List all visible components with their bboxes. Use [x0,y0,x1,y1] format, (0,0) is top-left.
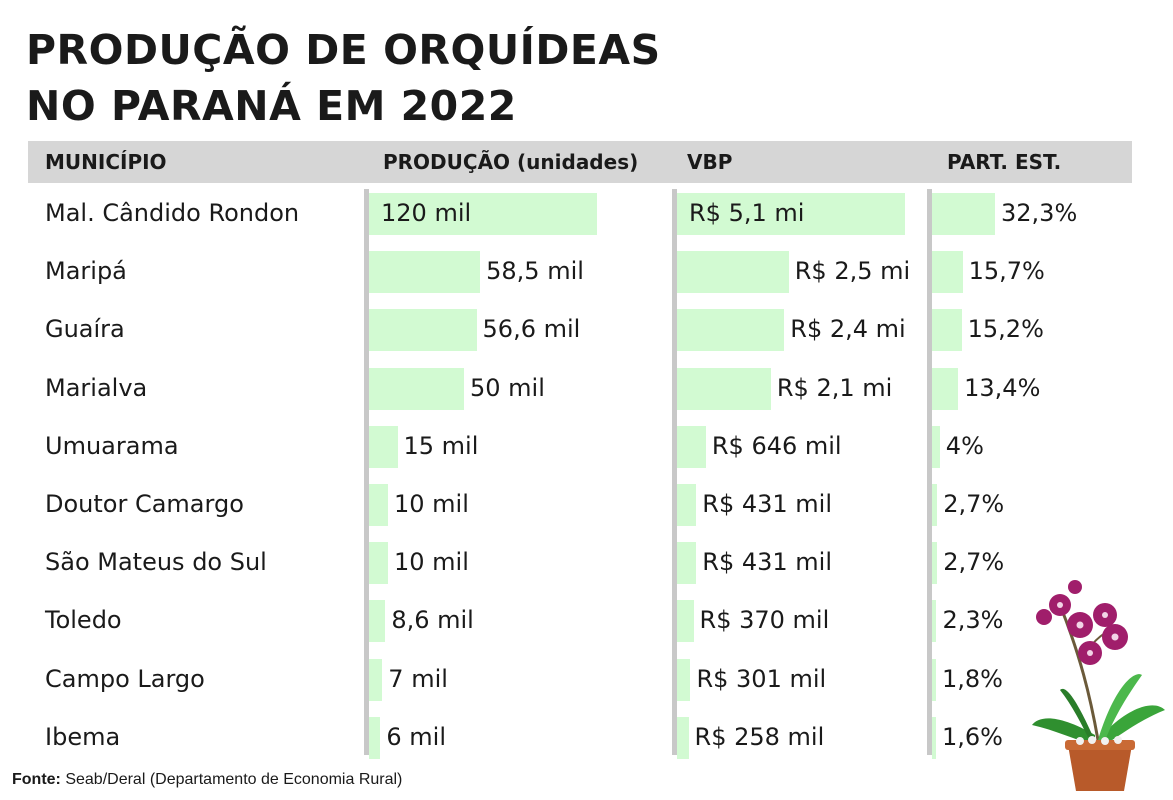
producao-value-label: 10 mil [394,548,469,577]
producao-bar [369,309,477,352]
vbp-value-label: R$ 5,1 mi [689,199,805,227]
vbp-value-label: R$ 2,1 mi [776,373,893,402]
chart-title: PRODUÇÃO DE ORQUÍDEAS NO PARANÁ EM 2022 [26,22,726,134]
municipio-label: Maripá [45,257,127,286]
producao-value-label: 120 mil [381,199,472,227]
part-bar [932,251,963,294]
table-row: Mal. Cândido Rondon 120 mil R$ 5,1 mi 32,3% [0,187,1173,245]
header-producao: PRODUÇÃO (unidades) [383,150,639,174]
vbp-bar [677,484,697,526]
part-bar [932,716,936,759]
producao-value-label: 50 mil [470,373,545,402]
part-value-label: 1,8% [942,664,1003,693]
header-part: PART. EST. [947,150,1062,174]
producao-value-label: 6 mil [386,722,447,751]
producao-bar [369,716,381,759]
producao-value-label: 8,6 mil [391,606,474,635]
producao-value-label: 10 mil [394,490,469,518]
producao-bar [369,542,388,585]
orchid-illustration [1032,580,1165,791]
producao-bar [369,193,597,235]
producao-value-label: 58,5 mil [486,257,584,286]
producao-bar [369,600,386,643]
part-bar [932,193,995,235]
vbp-value-label: R$ 2,5 mi [794,257,911,286]
municipio-label: Mal. Cândido Rondon [45,199,300,227]
title-line-1: PRODUÇÃO DE ORQUÍDEAS [26,26,661,74]
part-value-label: 2,7% [943,490,1005,518]
table-row: Doutor Camargo 10 mil R$ 431 mil 2,7% [0,478,1173,536]
vbp-value-label: R$ 2,4 mi [790,315,906,344]
part-axis-line [927,189,932,755]
header-vbp: VBP [687,150,733,174]
part-bar [932,600,937,643]
producao-value-label: 7 mil [388,664,448,693]
part-value-label: 1,6% [942,722,1003,751]
municipio-label: Marialva [45,373,148,402]
part-bar [932,484,938,526]
part-value-label: 32,3% [1001,199,1078,227]
municipio-label: São Mateus do Sul [45,548,267,577]
vbp-bar [677,600,694,643]
municipio-label: Doutor Camargo [45,490,244,518]
table-row: Guaíra 56,6 mil R$ 2,4 mi 15,2% [0,303,1173,361]
table-row: Umuarama 15 mil R$ 646 mil 4% [0,420,1173,478]
vbp-bar [677,658,691,701]
part-value-label: 4% [945,431,984,460]
source-text: Seab/Deral (Departamento de Economia Rur… [65,771,403,788]
part-value-label: 15,7% [968,257,1045,286]
table-row: Toledo 8,6 mil R$ 370 mil 2,3% [0,594,1173,652]
table-row: Maripá 58,5 mil R$ 2,5 mi 15,7% [0,245,1173,303]
vbp-bar [677,367,771,410]
municipio-label: Guaíra [45,315,125,344]
table-row: São Mateus do Sul 10 mil R$ 431 mil 2,7% [0,536,1173,594]
municipio-label: Umuarama [45,431,179,460]
vbp-bar [677,716,689,759]
header-municipio: MUNICÍPIO [45,150,167,174]
vbp-value-label: R$ 370 mil [699,606,830,635]
vbp-bar [677,425,706,468]
vbp-value-label: R$ 258 mil [694,722,825,751]
part-bar [932,367,959,410]
source-note: Fonte: Seab/Deral (Departamento de Econo… [12,771,402,789]
source-label: Fonte: [12,771,61,788]
producao-bar [369,484,388,526]
producao-bar [369,251,481,294]
table-row: Ibema 6 mil R$ 258 mil 1,6% [0,711,1173,769]
part-bar [932,309,962,352]
part-bar [932,658,936,701]
producao-axis-line [364,189,369,755]
table-header: MUNICÍPIO PRODUÇÃO (unidades) VBP PART. … [28,141,1132,183]
producao-value-label: 15 mil [403,431,479,460]
vbp-bar [677,193,905,235]
table-row: Campo Largo 7 mil R$ 301 mil 1,8% [0,653,1173,711]
vbp-value-label: R$ 301 mil [696,664,827,693]
vbp-axis-line [672,189,677,755]
producao-value-label: 56,6 mil [482,315,581,344]
producao-bar [369,658,383,701]
part-value-label: 2,7% [943,548,1005,577]
vbp-bar [677,309,785,352]
part-bar [932,542,938,585]
part-value-label: 13,4% [964,373,1041,402]
vbp-value-label: R$ 431 mil [702,548,832,577]
part-value-label: 2,3% [942,606,1004,635]
title-line-2: NO PARANÁ EM 2022 [26,82,517,130]
municipio-label: Ibema [45,722,121,751]
vbp-value-label: R$ 646 mil [711,431,842,460]
vbp-bar [677,542,697,585]
producao-bar [369,425,398,468]
municipio-label: Toledo [45,606,122,635]
part-bar [932,425,940,468]
table-row: Marialva 50 mil R$ 2,1 mi 13,4% [0,362,1173,420]
municipio-label: Campo Largo [45,664,205,693]
vbp-value-label: R$ 431 mil [702,490,832,518]
vbp-bar [677,251,789,294]
part-value-label: 15,2% [967,315,1044,344]
producao-bar [369,367,464,410]
